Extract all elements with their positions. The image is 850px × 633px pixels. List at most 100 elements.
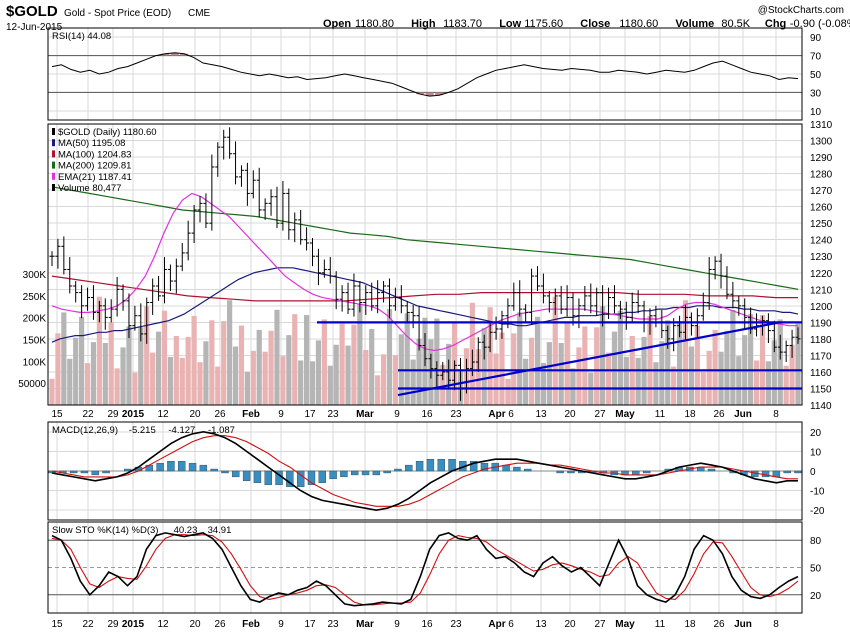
price-tick-label: 1190 xyxy=(810,318,832,329)
bottom-date-tick-label: 16 xyxy=(421,619,433,630)
volume-bar xyxy=(138,327,144,405)
macd-histogram-bar xyxy=(361,470,370,476)
macd-histogram-bar xyxy=(340,470,348,478)
rsi-panel: RSI(14) 44.08 90 70 50 30 10 xyxy=(47,27,822,121)
bottom-date-tick-label: 8 xyxy=(773,619,779,630)
volume-bar xyxy=(558,342,564,405)
macd-histogram-bar xyxy=(794,470,802,474)
rsi-tick-label: 50 xyxy=(810,70,822,81)
macd-histogram-bar xyxy=(102,470,110,474)
macd-histogram-bar xyxy=(286,470,294,487)
macd-tick-label: 20 xyxy=(810,428,822,439)
date-tick-label: 15 xyxy=(51,409,63,420)
date-tick-label: May xyxy=(615,409,635,420)
volume-bar xyxy=(386,308,393,405)
volume-bar xyxy=(155,331,162,405)
exchange-label: CME xyxy=(188,8,211,19)
volume-bar xyxy=(102,342,108,405)
bottom-date-tick-label: 9 xyxy=(278,619,284,630)
date-tick-label: 27 xyxy=(594,409,606,420)
date-tick-label: Feb xyxy=(242,409,260,420)
quote-label-close: Close xyxy=(580,18,610,30)
volume-bar xyxy=(617,310,623,405)
volume-bar xyxy=(303,315,310,405)
legend-swatch xyxy=(52,150,55,158)
macd-histogram-bar xyxy=(329,470,337,480)
volume-bar xyxy=(375,375,381,405)
volume-bar xyxy=(635,357,641,405)
price-legend-item: EMA(21) 1187.41 xyxy=(58,172,132,183)
volume-bar xyxy=(167,356,174,405)
volume-bar xyxy=(404,313,410,405)
price-tick-label: 1270 xyxy=(810,186,833,197)
bottom-date-tick-label: 26 xyxy=(214,619,226,630)
volume-tick-label: 100K xyxy=(23,357,47,368)
date-tick-label: 6 xyxy=(508,409,514,420)
watermark: @StockCharts.com xyxy=(758,5,844,16)
bottom-date-tick-label: 9 xyxy=(394,619,400,630)
volume-bar xyxy=(440,364,446,405)
sto-d-line xyxy=(51,534,799,606)
macd-histogram-bar xyxy=(91,470,99,476)
volume-bar xyxy=(238,325,245,405)
macd-histogram-bar xyxy=(253,470,262,483)
volume-tick-label: 50000 xyxy=(18,379,46,390)
legend-swatch xyxy=(52,172,55,180)
price-tick-label: 1280 xyxy=(810,170,833,181)
volume-bar xyxy=(179,357,185,405)
rsi-tick-label: 10 xyxy=(810,107,822,118)
volume-bar xyxy=(262,351,268,405)
date-tick-label: 20 xyxy=(564,409,576,420)
rsi-tick-label: 90 xyxy=(810,33,822,44)
date-tick-label: 20 xyxy=(189,409,201,420)
bottom-date-tick-label: 15 xyxy=(51,619,63,630)
quote-value-open: 1180.80 xyxy=(355,18,394,30)
bottom-date-tick-label: 26 xyxy=(713,619,725,630)
macd-value: -5.215 xyxy=(129,425,156,436)
quote-value-close: 1180.60 xyxy=(619,18,658,30)
macd-histogram-bar xyxy=(80,470,89,474)
price-tick-label: 1300 xyxy=(810,137,833,148)
volume-bar xyxy=(771,340,777,405)
bottom-date-tick-label: Feb xyxy=(242,619,260,630)
macd-histogram-bar xyxy=(567,470,575,474)
volume-bar xyxy=(292,314,298,405)
macd-histogram-bar xyxy=(448,459,456,472)
macd-tick-label: 0 xyxy=(810,467,816,478)
price-tick-label: 1150 xyxy=(810,384,832,395)
price-legend-item: MA(200) 1209.81 xyxy=(58,161,131,172)
volume-bar xyxy=(203,341,209,405)
macd-line xyxy=(51,430,798,512)
volume-bar xyxy=(517,312,523,405)
trend-line xyxy=(397,321,781,397)
legend-swatch xyxy=(52,161,55,169)
quote-label-volume: Volume xyxy=(675,18,714,30)
date-tick-label: 16 xyxy=(421,409,433,420)
volume-bar xyxy=(61,312,67,405)
volume-bar xyxy=(232,346,239,405)
volume-bar xyxy=(144,306,150,405)
macd-histogram-bar xyxy=(383,470,391,474)
volume-bar xyxy=(90,342,97,405)
volume-bar xyxy=(487,307,493,405)
volume-bar xyxy=(309,361,316,405)
macd-histogram-bar xyxy=(307,470,316,485)
volume-bar xyxy=(221,321,227,405)
quote-value-high: 1183.70 xyxy=(443,18,482,30)
volume-tick-label: 150K xyxy=(23,336,47,347)
price-legend-item: $GOLD (Daily) 1180.60 xyxy=(58,127,157,138)
macd-histogram-bar xyxy=(469,461,478,472)
macd-signal-line xyxy=(51,435,798,507)
volume-bar xyxy=(540,363,547,405)
volume-bar xyxy=(753,360,760,405)
price-tick-label: 1140 xyxy=(810,401,832,412)
volume-bar xyxy=(523,358,529,405)
bottom-date-tick-label: 13 xyxy=(535,619,547,630)
volume-bar xyxy=(209,320,215,405)
volume-bar xyxy=(534,316,541,405)
volume-bar xyxy=(505,378,511,405)
sto-value: 34.91 xyxy=(208,525,232,536)
ma100-line xyxy=(51,275,798,302)
